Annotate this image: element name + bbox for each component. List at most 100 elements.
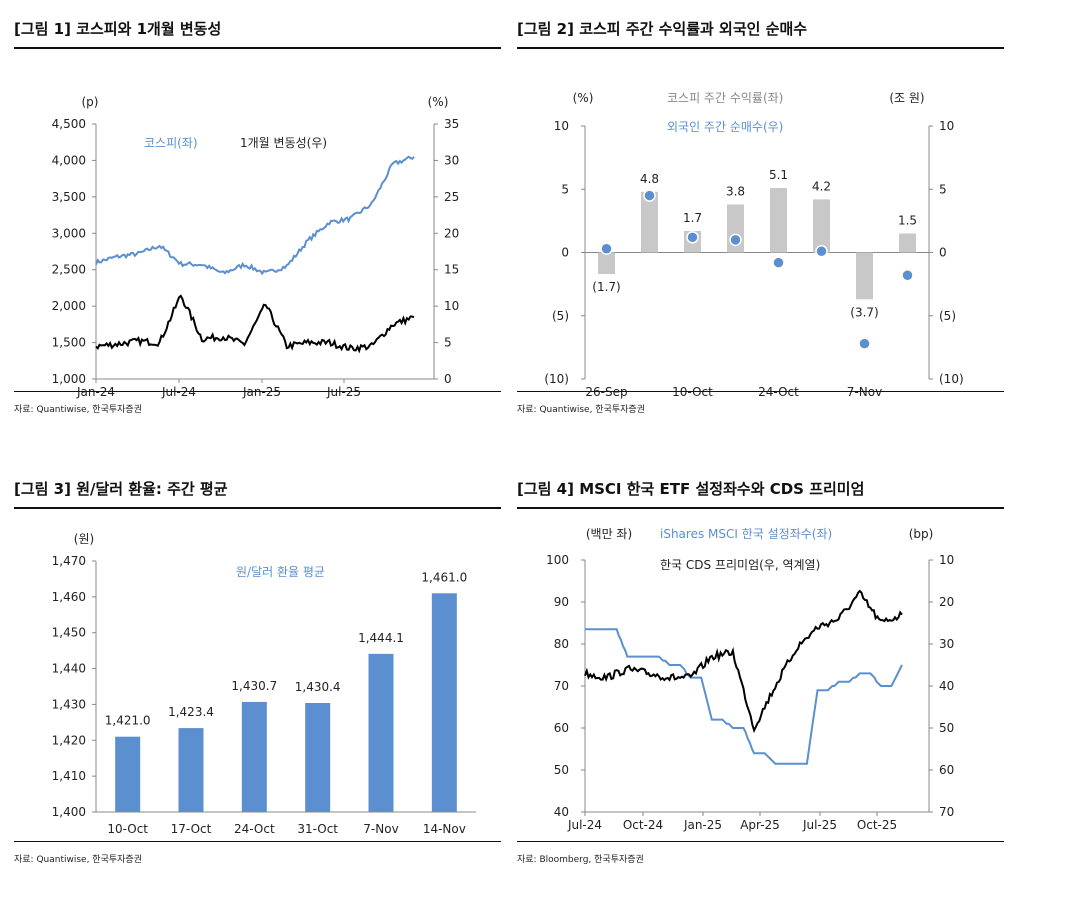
right-unit-label: (조 원) (889, 91, 924, 105)
fx-bar (431, 593, 457, 812)
bottom-rule (14, 391, 501, 392)
return-data-label: 5.1 (769, 168, 788, 182)
panel-title: [그림 1] 코스피와 1개월 변동성 (14, 20, 222, 38)
x-tick-label: Apr-25 (740, 818, 780, 832)
right-tick-label: 50 (939, 721, 954, 735)
y-tick-label: 1,450 (52, 626, 86, 640)
left-tick-label: 0 (561, 246, 569, 260)
right-tick-label: 20 (939, 595, 954, 609)
y-tick-label: 1,460 (52, 590, 86, 604)
left-tick-label: 90 (554, 595, 569, 609)
left-tick-label: 1,000 (52, 372, 86, 386)
right-tick-label: 15 (444, 263, 459, 277)
fx-bar (305, 702, 331, 812)
right-tick-label: 20 (444, 226, 459, 240)
left-tick-label: 2,000 (52, 299, 86, 313)
left-tick-label: 4,000 (52, 153, 86, 167)
return-bar (598, 252, 615, 275)
foreign-net-buy-dot (686, 231, 699, 244)
title-rule (517, 47, 1004, 49)
left-tick-label: 2,500 (52, 263, 86, 277)
x-tick-label: 14-Nov (423, 822, 466, 836)
left-tick-label: 3,000 (52, 226, 86, 240)
right-tick-label: (10) (939, 372, 964, 386)
foreign-net-buy-dot (772, 256, 785, 269)
left-tick-label: 4,500 (52, 117, 86, 131)
return-data-label: 4.2 (812, 179, 831, 193)
x-tick-label: Jul-24 (161, 385, 196, 399)
bottom-rule (517, 391, 1004, 392)
left-tick-label: (5) (552, 309, 569, 323)
x-tick-label: 31-Oct (297, 822, 338, 836)
panel-msci-cds: [그림 4] MSCI 한국 ETF 설정좌수와 CDS 프리미엄 (백만 좌)… (517, 478, 1004, 888)
x-tick-label: 24-Oct (758, 385, 799, 399)
fx-data-label: 1,444.1 (358, 631, 404, 645)
panel-title: [그림 2] 코스피 주간 수익률과 외국인 순매수 (517, 20, 808, 38)
foreign-net-buy-dot (600, 242, 613, 255)
y-tick-label: 1,420 (52, 733, 86, 747)
fx-bar (115, 736, 141, 812)
y-tick-label: 1,470 (52, 554, 86, 568)
msci-cds-chart: (백만 좌) (bp) 100 90 80 70 60 50 40 10 20 30 40 50 60 70 J… (546, 527, 954, 832)
foreign-net-buy-dot (901, 269, 914, 282)
x-tick-label: Oct-25 (857, 818, 897, 832)
fx-bar (368, 653, 394, 812)
y-tick-label: 1,400 (52, 805, 86, 819)
series-line-kospi (95, 155, 415, 276)
title-rule (14, 507, 501, 509)
return-data-label: 4.8 (640, 172, 659, 186)
fx-data-label: 1,430.4 (295, 680, 341, 694)
right-tick-label: 0 (939, 246, 947, 260)
return-bar (770, 187, 787, 253)
panel-title: [그림 4] MSCI 한국 ETF 설정좌수와 CDS 프리미엄 (517, 480, 865, 498)
x-tick-label: Jan-25 (683, 818, 722, 832)
panel-kospi-volatility: [그림 1] 코스피와 1개월 변동성 (p) (%) 4,500 4,000 3,50… (14, 18, 501, 428)
right-tick-label: 30 (444, 153, 459, 167)
right-tick-label: 70 (939, 805, 954, 819)
fx-bar (178, 728, 204, 812)
right-tick-label: 5 (444, 336, 452, 350)
right-tick-label: 30 (939, 637, 954, 651)
x-tick-label: 7-Nov (363, 822, 398, 836)
left-tick-label: 1,500 (52, 336, 86, 350)
fx-data-label: 1,461.0 (421, 570, 467, 584)
right-tick-label: 0 (444, 372, 452, 386)
legend-ishares: iShares MSCI 한국 설정좌수(좌) (660, 527, 832, 541)
x-tick-label: Oct-24 (623, 818, 663, 832)
fx-data-label: 1,421.0 (105, 714, 151, 728)
source-note: 자료: Quantiwise, 한국투자증권 (14, 855, 142, 865)
panel-kospi-weekly-foreign: [그림 2] 코스피 주간 수익률과 외국인 순매수 (%) (조 원) 10 10 5… (517, 18, 1004, 428)
left-unit-label: (백만 좌) (586, 527, 632, 541)
foreign-net-buy-dot (729, 233, 742, 247)
fx-data-label: 1,430.7 (231, 679, 277, 693)
title-rule (517, 507, 1004, 509)
foreign-net-buy-dot (815, 244, 828, 258)
left-tick-label: 5 (561, 182, 569, 196)
y-tick-label: 1,430 (52, 697, 86, 711)
left-tick-label: (10) (544, 372, 569, 386)
left-tick-label: 100 (546, 553, 569, 567)
return-data-label: 1.7 (683, 211, 702, 225)
legend-foreign: 외국인 주간 순매수(우) (667, 120, 783, 134)
left-tick-label: 80 (554, 637, 569, 651)
x-tick-label: Jul-25 (326, 385, 361, 399)
y-tick-label: 1,410 (52, 769, 86, 783)
left-tick-label: 50 (554, 763, 569, 777)
source-note: 자료: Quantiwise, 한국투자증권 (517, 405, 645, 415)
fx-data-label: 1,423.4 (168, 705, 214, 719)
legend-kospi-return: 코스피 주간 수익률(좌) (667, 91, 783, 105)
left-unit-label: (%) (573, 91, 594, 105)
right-tick-label: 60 (939, 763, 954, 777)
left-unit-label: (원) (74, 532, 94, 546)
series-line-volatility (95, 294, 415, 354)
kospi-volatility-chart: (p) (%) 4,500 4,000 3,500 3,000 2,500 2,000 1,50… (52, 95, 460, 399)
right-tick-label: 5 (939, 182, 947, 196)
legend-cds: 한국 CDS 프리미엄(우, 역계열) (660, 558, 820, 572)
left-tick-label: 10 (554, 119, 569, 133)
return-bar (856, 252, 873, 300)
return-data-label: (3.7) (850, 305, 878, 319)
bottom-rule (517, 841, 1004, 842)
x-tick-label: Jul-25 (802, 818, 837, 832)
source-note: 자료: Bloomberg, 한국투자증권 (517, 855, 644, 865)
foreign-net-buy-dot (858, 337, 871, 350)
